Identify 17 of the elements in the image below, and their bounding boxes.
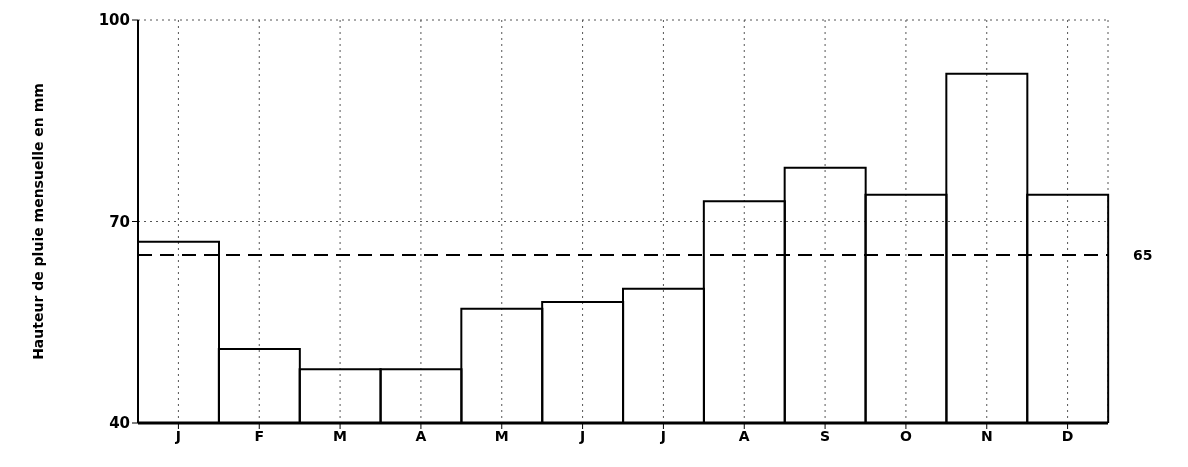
y-tick-label: 70 xyxy=(109,212,130,231)
x-tick-label: J xyxy=(578,427,586,444)
x-tick-label: N xyxy=(980,427,993,444)
x-tick-label: F xyxy=(254,427,265,444)
x-tick-label: A xyxy=(738,427,750,444)
y-tick-label: 40 xyxy=(109,414,130,433)
ref-line-label: 65 xyxy=(1133,247,1153,264)
x-tick-label: S xyxy=(820,427,831,444)
x-tick-label: J xyxy=(174,427,182,444)
x-tick-label: M xyxy=(494,427,509,444)
x-tick-label: A xyxy=(415,427,427,444)
y-tick-label: 100 xyxy=(98,11,130,30)
x-tick-label: J xyxy=(659,427,667,444)
x-tick-label: M xyxy=(333,427,348,444)
y-axis-title: Hauteur de pluie mensuelle en mm xyxy=(29,83,46,360)
x-tick-label: D xyxy=(1061,427,1074,444)
x-tick-label: O xyxy=(899,427,912,444)
